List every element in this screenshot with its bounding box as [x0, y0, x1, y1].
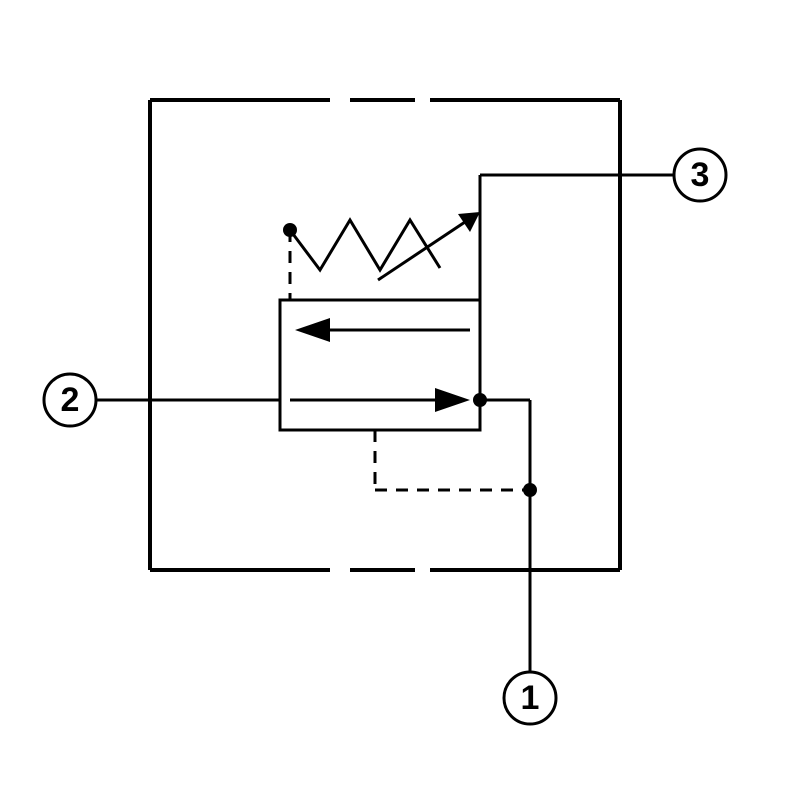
svg-text:2: 2 — [61, 381, 80, 419]
junction-dots — [283, 223, 537, 497]
port1-feed — [480, 400, 530, 672]
flow-arrows — [290, 318, 470, 412]
spring-symbol — [290, 212, 480, 280]
pilot-line-bottom — [375, 430, 530, 490]
port3-connection — [480, 175, 674, 300]
hydraulic-valve-schematic: 1 2 3 — [0, 0, 800, 800]
svg-text:1: 1 — [521, 679, 540, 717]
enclosure-box — [150, 100, 620, 570]
valve-body — [280, 300, 480, 430]
port3-label: 3 — [674, 149, 726, 201]
svg-text:3: 3 — [691, 156, 710, 194]
port-labels: 1 2 3 — [44, 149, 726, 724]
port2-label: 2 — [44, 374, 96, 426]
port1-label: 1 — [504, 672, 556, 724]
